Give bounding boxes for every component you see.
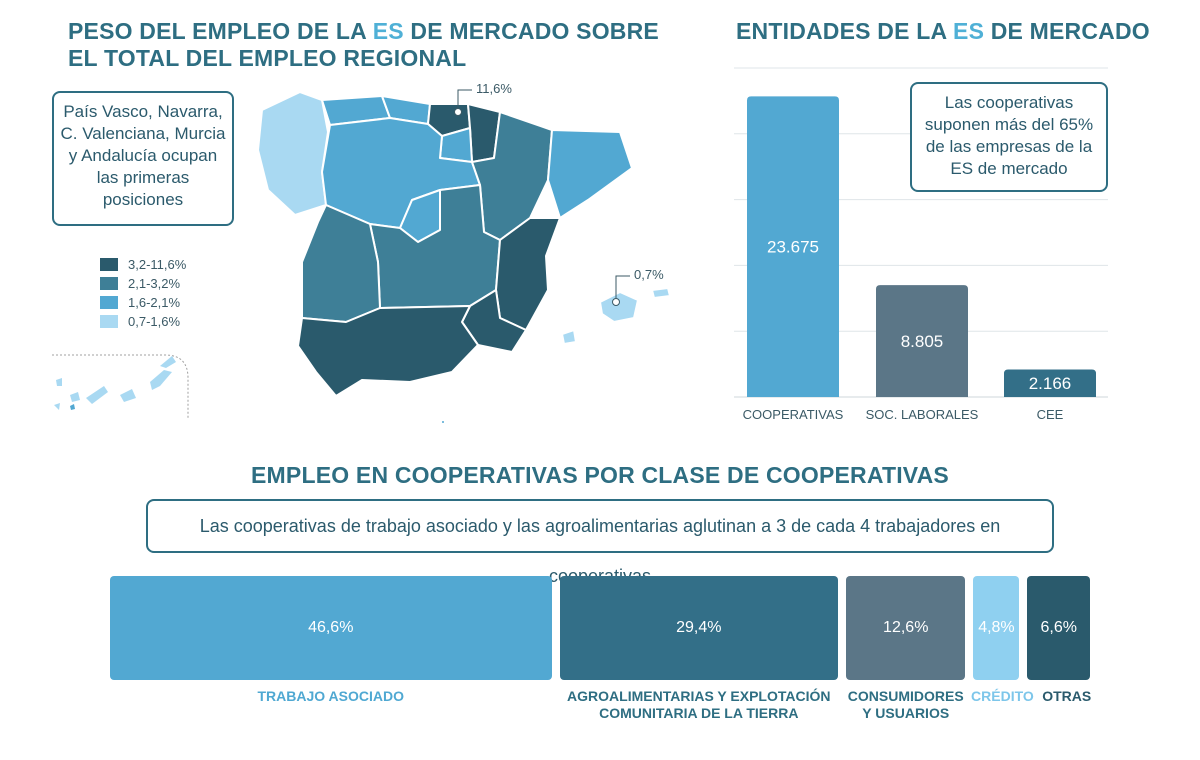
legend-swatch [100,258,118,271]
legend-swatch [100,315,118,328]
canary-islands [54,356,176,410]
bar-segment: 46,6% [110,576,552,680]
canary-frame [52,354,189,418]
legend-item: 0,7-1,6% [100,312,186,331]
bar-value-label: 4,8% [978,619,1015,636]
bar-value-label: 6,6% [1040,619,1077,636]
bar-value-label: 46,6% [308,619,354,636]
region-baleares-ibiza [561,329,577,345]
region-cataluna [547,129,633,219]
legend-swatch [100,296,118,309]
pointer-max-dot [454,108,462,116]
bar-soc-laborales [876,285,968,397]
legend-label: 3,2-11,6% [128,257,187,272]
region-label-min: 0,7% [634,267,664,282]
bar-value-label: 29,4% [676,619,722,636]
region-baleares-mallorca [599,291,639,323]
bar-cee [1004,369,1096,397]
bar-value-label: 23.675 [767,238,819,257]
employment-note: Las cooperativas de trabajo asociado y l… [146,499,1054,586]
pointer-min [615,275,630,302]
legend-item: 2,1-3,2% [100,274,186,293]
legend-swatch [100,277,118,290]
employment-title: EMPLEO EN COOPERATIVAS POR CLASE DE COOP… [251,462,949,488]
bar-category-label: SOC. LABORALES [866,407,979,422]
bar-category-label: COOPERATIVAS [743,407,844,422]
bar-category-label: OTRAS [1042,688,1092,704]
map-note: País Vasco, Navarra, C. Valenciana, Murc… [52,91,234,226]
region-baleares-menorca [651,287,671,299]
bar-value-label: 12,6% [883,619,929,636]
bar-category-label: CEE [1037,407,1064,422]
legend-item: 1,6-2,1% [100,293,186,312]
legend-label: 1,6-2,1% [128,295,181,310]
legend-label: 2,1-3,2% [128,276,181,291]
bar-category-label: AGROALIMENTARIAS Y EXPLOTACIÓN COMUNITARI… [567,688,831,721]
region-andalucia [297,305,479,397]
pointer-min-dot [612,298,620,306]
bar-segment: 6,6% [1027,576,1090,680]
bar-segment: 4,8% [973,576,1020,680]
map-title: PESO DEL EMPLEO DE LA ES DE MERCADO SOBR… [68,18,659,71]
region-label-max: 11,6% [476,81,512,96]
entities-chart: 23.675 COOPERATIVAS 8.805 SOC. LABORALES 2.1… [734,67,1108,422]
legend-item: 3,2-11,6% [100,255,186,274]
bar-category-label: CONSUMIDORES Y USUARIOS [847,688,964,721]
entities-note: Las cooperativas suponen más del 65% de … [910,82,1108,192]
bar-segment: 12,6% [846,576,966,680]
bar-segment: 29,4% [559,576,839,680]
spain-map [52,89,671,425]
pointer-max [457,89,472,112]
bar-value-label: 2.166 [1029,374,1072,393]
bar-value-label: 8.805 [901,332,944,351]
bar-category-label: TRABAJO ASOCIADO [257,688,405,704]
region-ceuta [440,419,446,425]
entities-title: ENTIDADES DE LA ES DE MERCADO [736,18,1150,44]
map-legend: 3,2-11,6% 2,1-3,2% 1,6-2,1% 0,7-1,6% [100,255,186,331]
bar-category-label: CRÉDITO [971,688,1034,704]
bar-cooperativas [747,96,839,397]
legend-label: 0,7-1,6% [128,314,181,329]
